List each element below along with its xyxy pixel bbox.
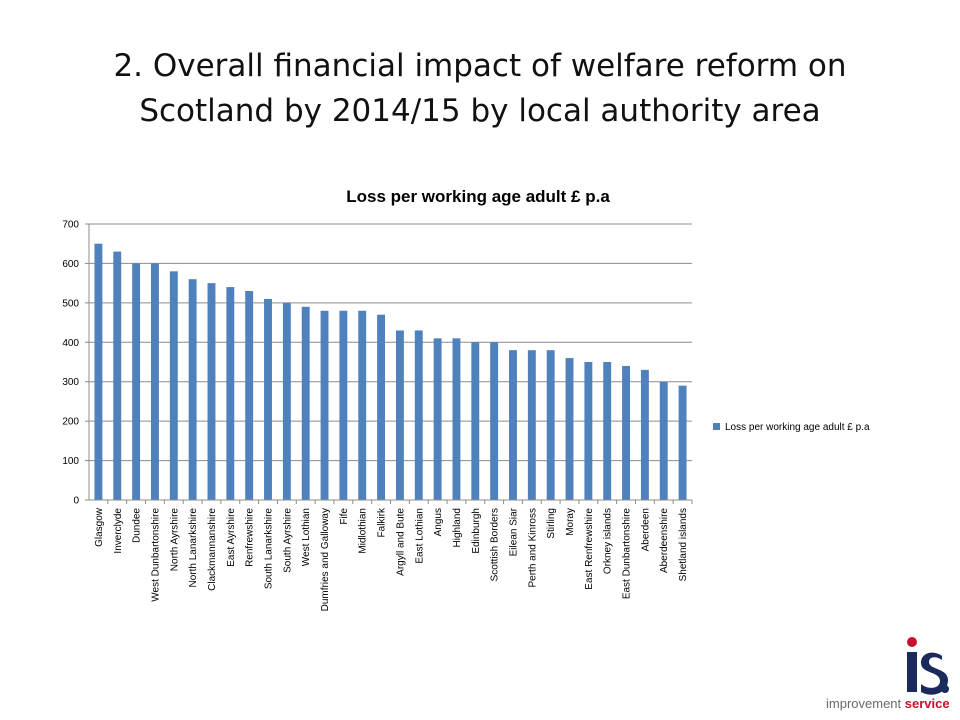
legend-label: Loss per working age adult £ p.a (725, 422, 870, 433)
y-axis: 0 100 200 300 400 500 600 700 (62, 220, 90, 507)
x-tick-label: Glasgow (94, 507, 105, 547)
bar (226, 287, 235, 500)
chart-bars (94, 243, 687, 500)
y-tick-label: 600 (62, 259, 79, 270)
bar (150, 263, 159, 500)
logo-wordmark: improvement service (826, 696, 950, 711)
bar (452, 338, 461, 500)
x-tick-label: Dumfries and Galloway (320, 508, 331, 611)
y-tick-label: 200 (62, 417, 79, 428)
y-tick-label: 400 (62, 338, 79, 349)
x-tick-label: Orkney islands (603, 508, 614, 574)
improvement-service-logo: improvement service (826, 636, 950, 712)
logo-word-service: service (904, 696, 950, 711)
bar (358, 310, 367, 500)
x-tick-label: South Ayrshire (282, 508, 293, 573)
x-tick-label: East Renfrewshire (584, 508, 595, 590)
x-tick-label: East Ayrshire (226, 508, 237, 567)
bar (678, 385, 687, 500)
bar (132, 263, 141, 500)
bar (414, 330, 423, 500)
x-tick-label: Midlothian (358, 508, 369, 554)
x-tick-label: North Lanarkshire (188, 508, 199, 588)
bar (264, 298, 272, 500)
x-tick-label: Highland (452, 508, 463, 547)
x-tick-label: Stirling (546, 508, 557, 539)
x-tick-label: Fife (339, 508, 350, 525)
chart-legend: Loss per working age adult £ p.a (713, 422, 870, 433)
bar (113, 251, 122, 500)
x-tick-label: South Lanarkshire (264, 508, 275, 590)
x-tick-label: Renfrewshire (245, 508, 256, 567)
x-tick-label: Inverclyde (113, 508, 124, 554)
bar (622, 365, 631, 500)
x-tick-label: West Dunbartonshire (150, 508, 161, 602)
bar (546, 350, 555, 500)
x-tick-label: Eilean Siar (508, 507, 519, 556)
bar (207, 283, 216, 500)
bar (565, 358, 574, 500)
bar (640, 369, 649, 500)
x-tick-label: Aberdeen (640, 508, 651, 551)
is-logo-mark (907, 637, 949, 695)
bar (490, 342, 499, 500)
x-tick-label: Clackmannanshire (207, 508, 218, 591)
bar (377, 314, 386, 500)
x-tick-label: Argyll and Bute (395, 508, 406, 576)
x-tick-label: East Lothian (414, 508, 425, 564)
bar (282, 302, 291, 500)
bar (94, 243, 103, 500)
x-tick-label: Aberdeenshire (659, 508, 670, 573)
x-tick-label: Falkirk (377, 507, 388, 537)
bar (245, 291, 254, 500)
logo-word-improvement: improvement (826, 696, 902, 711)
bar (527, 350, 536, 500)
bar (603, 362, 612, 500)
bar (433, 338, 442, 500)
y-tick-label: 500 (62, 298, 79, 309)
x-tick-label: West Lothian (301, 508, 312, 566)
bar (471, 342, 480, 500)
x-tick-label: Shetland islands (678, 508, 689, 581)
bar (509, 350, 517, 500)
x-tick-label: Moray (565, 508, 576, 536)
bar (339, 310, 348, 500)
x-tick-label: Dundee (132, 508, 143, 543)
y-tick-label: 0 (73, 496, 79, 507)
y-tick-label: 700 (62, 220, 79, 231)
chart-gridlines (89, 223, 692, 462)
y-tick-label: 300 (62, 377, 79, 388)
x-tick-label: Scottish Borders (490, 508, 501, 581)
slide-title: 2. Overall financial impact of welfare r… (40, 44, 920, 134)
x-tick-label: Perth and Kinross (527, 508, 538, 588)
x-tick-label: North Ayrshire (169, 508, 180, 572)
x-axis: Glasgow Inverclyde Dundee West Dunbartonshi… (89, 499, 693, 611)
x-tick-label: East Dunbartonshire (622, 508, 633, 600)
bar (320, 310, 329, 500)
slide-title-line1: 2. Overall financial impact of welfare r… (113, 48, 847, 84)
bar (188, 279, 197, 500)
x-tick-label: Angus (433, 508, 444, 536)
bar (169, 271, 178, 500)
bar (395, 330, 404, 500)
bar (659, 381, 668, 500)
y-tick-label: 100 (62, 456, 79, 467)
bar (301, 306, 310, 500)
bar (584, 362, 593, 500)
slide-title-line2: Scotland by 2014/15 by local authority a… (139, 93, 821, 129)
x-tick-label: Edinburgh (471, 508, 482, 554)
legend-swatch (713, 423, 720, 430)
chart-title: Loss per working age adult £ p.a (346, 187, 610, 206)
